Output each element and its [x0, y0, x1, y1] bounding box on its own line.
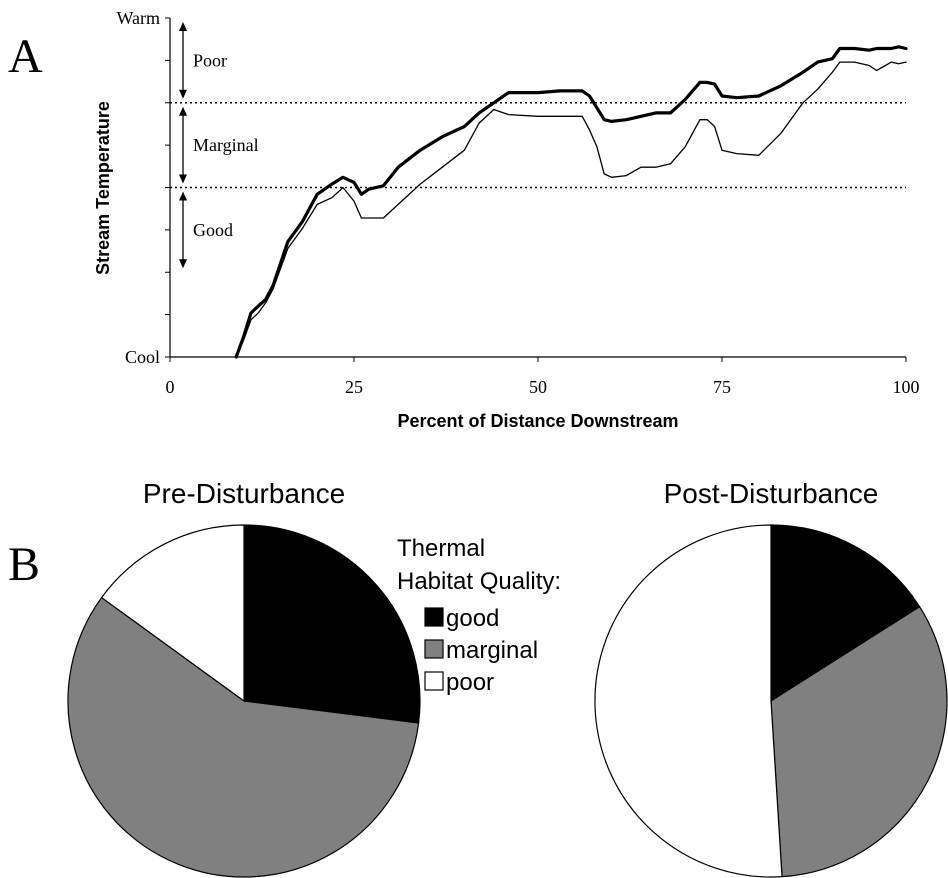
legend-swatch-poor: [424, 671, 444, 691]
pre-disturbance-title: Pre-Disturbance: [143, 478, 345, 509]
zone-arrow-down-head-1: [179, 174, 187, 184]
pie-post-slice-good: [770, 524, 921, 703]
panel-b-letter: B: [8, 538, 40, 591]
zone-arrow-down-head-0: [179, 89, 187, 99]
zone-label-marginal: Marginal: [193, 135, 259, 155]
panel-a-letter: A: [8, 30, 43, 83]
post-disturbance-title: Post-Disturbance: [664, 478, 879, 509]
x-tick-label-1: 25: [345, 377, 363, 397]
temperature-series: [234, 45, 908, 359]
threshold-lines: [170, 102, 906, 189]
legend-label-marginal: marginal: [446, 637, 538, 664]
zone-arrow-up-head-1: [179, 106, 187, 116]
pie-pre-slice-good: [243, 524, 421, 724]
y-top-level-label: Warm: [116, 8, 160, 28]
legend-label-poor: poor: [446, 669, 494, 696]
x-tick-label-0: 0: [166, 377, 175, 397]
y-axis-title: Stream Temperature: [93, 101, 113, 275]
x-tick-label-4: 100: [893, 377, 920, 397]
zone-arrow-down-head-2: [179, 259, 187, 269]
zone-label-poor: Poor: [193, 50, 227, 70]
legend-swatch-marginal: [424, 639, 444, 659]
post-disturbance-pie: [594, 524, 948, 878]
x-tick-label-3: 75: [713, 377, 731, 397]
zone-label-good: Good: [193, 220, 233, 240]
pie-pre-slice-poor: [100, 524, 245, 703]
y-bottom-level-label: Cool: [125, 347, 160, 367]
x-tick-label-2: 50: [529, 377, 547, 397]
pie-post-slice-poor: [594, 524, 783, 878]
x-ticks: 0 25 50 75 100: [166, 357, 920, 397]
zone-arrows: Poor Marginal Good: [179, 22, 259, 269]
legend-title-line2: Habitat Quality:: [397, 568, 561, 595]
legend-title-line1: Thermal: [397, 535, 485, 562]
panel-a-line-chart: A 0 25 50 75 100 Warm Cool Stream Temperatur…: [8, 8, 920, 431]
series-line-thin: [235, 61, 907, 358]
pre-disturbance-pie: [67, 524, 421, 878]
pie-post-slice-marginal: [770, 605, 948, 878]
y-ticks: [165, 17, 170, 358]
series-line-thick: [234, 45, 908, 359]
legend-items: good marginal poor: [424, 605, 538, 696]
panel-b-pie-charts: B Pre-Disturbance Post-Disturbance Therm…: [8, 478, 948, 878]
legend: Thermal Habitat Quality: good marginal poo…: [397, 535, 561, 696]
legend-swatch-good: [424, 607, 444, 627]
pie-pre-slice-marginal: [67, 596, 420, 878]
zone-arrow-up-head-2: [179, 191, 187, 201]
zone-arrow-up-head-0: [179, 22, 187, 31]
x-axis-title: Percent of Distance Downstream: [397, 411, 678, 431]
legend-label-good: good: [446, 605, 499, 632]
